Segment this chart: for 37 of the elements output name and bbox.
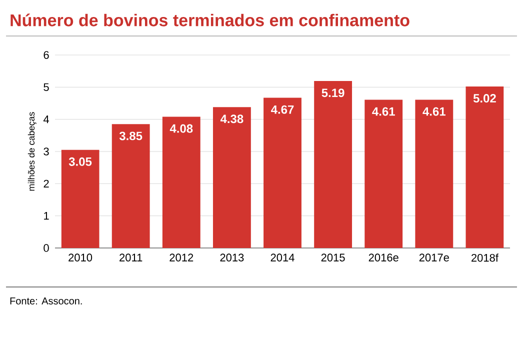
source-note: Fonte: Assocon.: [10, 297, 82, 304]
bar: [466, 86, 504, 248]
data-label: 5.02: [473, 94, 496, 103]
bar: [112, 124, 150, 248]
data-label: 4.61: [372, 107, 395, 116]
x-tick-label: 2012: [170, 254, 194, 262]
chart-title: Número de bovinos terminados em confinamento: [10, 14, 410, 26]
bar: [314, 81, 352, 248]
y-tick-label: 3: [44, 148, 49, 156]
x-tick-label: 2013: [220, 254, 244, 262]
bar: [415, 100, 454, 248]
y-tick-label: 5: [44, 83, 49, 92]
data-label: 3.85: [119, 132, 142, 140]
x-tick-label: 2016e: [368, 254, 398, 262]
y-axis-title: milhões de cabeças: [28, 112, 36, 191]
y-tick-label: 4: [43, 116, 50, 124]
data-label: 4.38: [220, 114, 244, 124]
x-tick-label: 2015: [321, 254, 345, 262]
x-tick-label: 2011: [120, 254, 142, 262]
x-tick-label: 2014: [270, 254, 294, 262]
bar: [364, 100, 403, 248]
bar: [61, 150, 100, 248]
bar: [212, 107, 251, 248]
data-label: 4.08: [170, 124, 193, 133]
bar: [264, 98, 302, 248]
data-label: 4.61: [422, 107, 446, 116]
y-tick-label: 0: [44, 244, 49, 252]
data-label: 4.67: [271, 105, 294, 114]
x-tick-label: 2017e: [419, 254, 449, 262]
y-tick-label: 6: [44, 51, 49, 59]
bar: [162, 116, 200, 248]
x-tick-label: 2010: [68, 254, 92, 262]
x-tick-label: 2018f: [472, 254, 498, 262]
data-label: 5.19: [322, 88, 344, 98]
y-tick-label: 2: [44, 180, 49, 188]
data-label: 3.05: [68, 157, 92, 166]
y-tick-label: 1: [44, 212, 49, 220]
